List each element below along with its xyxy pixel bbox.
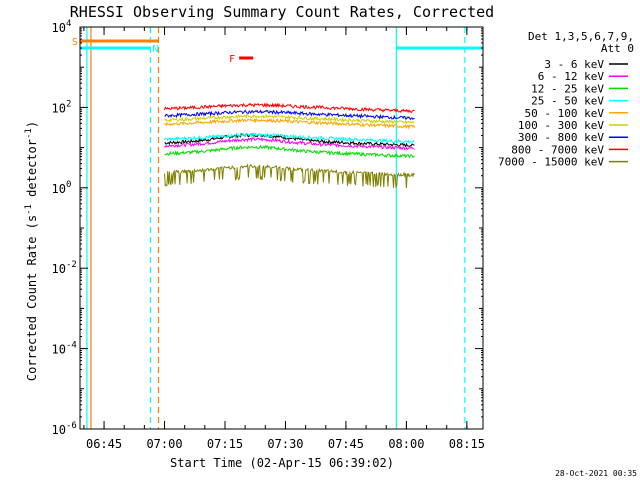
x-tick-label: 07:45 xyxy=(328,437,364,451)
x-tick-label: 06:45 xyxy=(86,437,122,451)
legend-label: 12 - 25 keV xyxy=(531,82,604,95)
legend-header-2: Att 0 xyxy=(601,42,634,55)
footer-timestamp: 28-Oct-2021 00:35 xyxy=(555,469,637,478)
legend-label: 300 - 800 keV xyxy=(518,131,604,144)
flag-label: F xyxy=(229,54,235,65)
y-tick-label: 10 xyxy=(52,343,66,357)
y-tick-exponent: -6 xyxy=(66,421,77,431)
mode-markers: S N F xyxy=(72,27,483,429)
y-tick-exponent: 0 xyxy=(66,180,71,190)
y-axis-label-end: ) xyxy=(25,121,39,128)
y-tick-label: 10 xyxy=(52,182,66,196)
series-lines xyxy=(164,102,415,189)
y-tick-exponent: 4 xyxy=(66,19,71,29)
x-tick-label: 07:30 xyxy=(267,437,303,451)
legend-label: 50 - 100 keV xyxy=(525,107,605,120)
series-line xyxy=(164,163,415,189)
flag-label: N xyxy=(152,44,158,55)
series-line xyxy=(164,144,415,159)
plot-frame xyxy=(79,26,484,430)
y-tick-label: 10 xyxy=(52,423,66,437)
x-tick-label: 08:15 xyxy=(449,437,485,451)
legend-label: 7000 - 15000 keV xyxy=(498,156,604,169)
y-tick-label: 10 xyxy=(52,262,66,276)
y-tick-label: 10 xyxy=(52,101,66,115)
series-line xyxy=(164,109,415,121)
legend-label: 6 - 12 keV xyxy=(538,70,605,83)
x-tick-labels: 06:45 07:00 07:15 07:30 07:45 08:00 08:15 xyxy=(86,437,485,451)
x-tick-label: 07:00 xyxy=(146,437,182,451)
series-line xyxy=(164,102,415,114)
series-line xyxy=(164,117,415,131)
y-tick-exponent: -2 xyxy=(66,260,77,270)
series-line xyxy=(164,132,415,144)
legend-header-1: Det 1,3,5,6,7,9, xyxy=(528,30,634,43)
legend-label: 100 - 300 keV xyxy=(518,119,604,132)
flag-label: S xyxy=(72,37,78,48)
x-axis-label: Start Time (02-Apr-15 06:39:02) xyxy=(170,456,394,470)
y-axis-label-main: Corrected Count Rate (s xyxy=(25,215,39,381)
chart-title: RHESSI Observing Summary Count Rates, Co… xyxy=(70,3,494,21)
legend-label: 3 - 6 keV xyxy=(544,58,604,71)
legend-label: 800 - 7000 keV xyxy=(511,143,604,156)
y-tick-exponent: -4 xyxy=(66,341,77,351)
x-tick-label: 07:15 xyxy=(207,437,243,451)
series-line xyxy=(164,113,415,125)
svg-text:Corrected Count Rate (s-1 dete: Corrected Count Rate (s-1 detector-1) xyxy=(24,121,39,381)
y-tick-exponent: 2 xyxy=(66,99,71,109)
y-axis-label-sup2: -1 xyxy=(24,128,34,139)
series-line xyxy=(164,137,415,151)
y-axis-label: Corrected Count Rate (s-1 detector-1) xyxy=(24,121,39,381)
y-axis-label-mid: detector xyxy=(25,139,39,204)
y-tick-label: 10 xyxy=(52,21,66,35)
legend-label: 25 - 50 keV xyxy=(531,95,604,108)
tick-marks xyxy=(80,26,483,430)
y-axis-label-sup1: -1 xyxy=(24,204,34,215)
x-tick-label: 08:00 xyxy=(388,437,424,451)
